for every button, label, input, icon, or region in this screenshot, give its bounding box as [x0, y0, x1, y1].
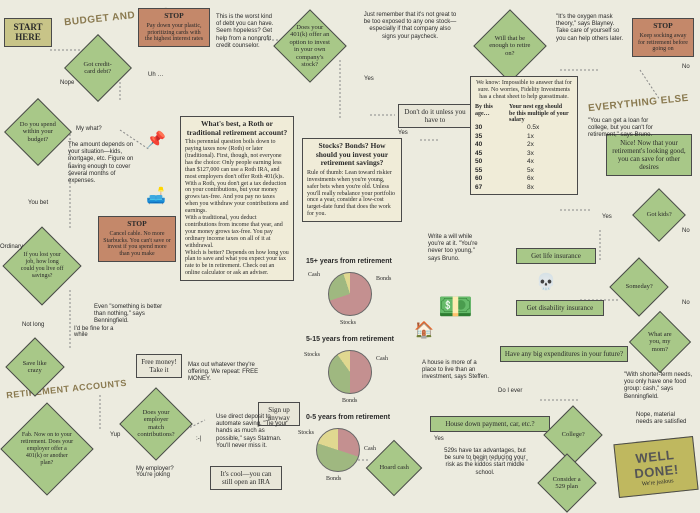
note-remember: Just remember that it's not great to be …: [362, 12, 458, 41]
lbl-smirk: :-|: [196, 436, 201, 442]
well-done: WELL DONE! We're jealous: [613, 436, 698, 498]
lbl-no3: No: [682, 300, 690, 306]
note-something: Even "something is better than nothing,"…: [94, 304, 170, 326]
q-college: College?: [543, 405, 602, 464]
everything-else-header: EVERYTHING ELSE: [588, 93, 690, 115]
lbl-nope: Nope: [60, 80, 74, 86]
open-ira: It's cool—you can still open an IRA: [210, 466, 282, 490]
lbl-doiever: Do I ever: [498, 388, 522, 394]
house-icon: 🏠: [414, 320, 434, 340]
lbl-yup: Yup: [110, 432, 120, 438]
pie5-title: 5-15 years from retirement: [306, 336, 394, 344]
lbl-yes3: Yes: [602, 214, 612, 220]
lbl-youbet: You bet: [28, 200, 48, 206]
lbl-fine: I'd be fine for a while: [74, 326, 114, 338]
lbl-yes2: Yes: [398, 130, 408, 136]
get-disability-insurance: Get disability insurance: [516, 300, 604, 316]
q-company-stock: Does your 401(k) offer an option to inve…: [273, 9, 347, 83]
free-money: Free money! Take it: [136, 354, 182, 378]
lbl-uh: Uh …: [148, 72, 163, 78]
lbl-mywhat: My what?: [76, 126, 102, 132]
q-house-car: House down payment, car, etc.?: [430, 416, 550, 432]
coffee-icon: 🛋️: [146, 186, 166, 206]
nestegg-box: We know: Impossible to answer that for s…: [470, 76, 578, 195]
age-table: 300.5x351x402x453x504x555x606x678x: [475, 124, 573, 191]
nice-box: Nice! Now that your retirement's looking…: [606, 134, 692, 176]
note-will: Write a will while you're at it. "You're…: [428, 234, 486, 263]
pie15-title: 15+ years from retirement: [306, 258, 392, 266]
lbl-no1: No: [682, 228, 690, 234]
note-loan: "You can get a loan for college, but you…: [588, 118, 654, 140]
q-401k: Fab. Now on to your retirement. Does you…: [0, 402, 93, 495]
note-houseinv: A house is more of a place to live than …: [422, 360, 490, 382]
note-worst-debt: This is the worst kind of debt you can h…: [216, 14, 276, 50]
note-529: 529s have tax advantages, but be sure to…: [442, 448, 528, 477]
lbl-yes5: Yes: [434, 436, 444, 442]
lbl-yes1: Yes: [364, 76, 374, 82]
lbl-yes4: Ordinary: [0, 244, 23, 250]
pie-0yr: [316, 428, 360, 472]
q-enough-retire: Will that be enough to retire on?: [473, 9, 547, 83]
q-mom: What are you, my mom?: [629, 311, 691, 373]
roth-box: What's best, a Roth or traditional retir…: [180, 116, 294, 281]
lbl-notlong: Not long: [22, 322, 44, 328]
note-shorter: "With shorter-term needs, you only have …: [624, 372, 694, 401]
q-budget: Do you spend within your budget?: [4, 98, 72, 166]
start-here: START HERE: [4, 18, 52, 47]
pie-5yr: [328, 350, 372, 394]
lbl-myemp: My employer? You're joking: [136, 466, 182, 478]
stocks-bonds-box: Stocks? Bonds? How should you invest you…: [302, 138, 402, 222]
pie0-title: 0-5 years from retirement: [306, 414, 390, 422]
note-amount: The amount depends on your situation—kid…: [68, 142, 140, 185]
lbl-no2: No: [682, 64, 690, 70]
note-oxygen: "It's the oxygen mask theory," says Blay…: [556, 14, 626, 43]
skull-icon: 💀: [536, 272, 556, 292]
q-kids: Got kids?: [632, 188, 686, 242]
dont-do-it: Don't do it unless you have to: [398, 104, 472, 128]
get-life-insurance: Get life insurance: [516, 248, 596, 264]
q-match: Does your employer match contributions?: [119, 387, 193, 461]
q-lostjob: If you lost your job, how long could you…: [2, 226, 81, 305]
money-icon: 💵: [438, 290, 473, 324]
pin-icon: 📌: [146, 130, 166, 150]
consider-529: Consider a 529 plan: [537, 453, 596, 512]
stop-cable: STOPCancel cable. No more Starbucks. You…: [98, 216, 176, 262]
note-maxout: Max out whatever they're offering. We re…: [188, 362, 278, 384]
note-nope-material: Nope, material needs are satisfied: [636, 412, 690, 426]
pie-15yr: [328, 272, 372, 316]
q-someday: Someday?: [609, 257, 668, 316]
q-credit-debt: Got credit-card debt?: [64, 34, 132, 102]
stop-plastic: STOPPay down your plastic, prioritizing …: [138, 8, 210, 47]
note-deposit: Use direct deposit to automate saving. "…: [216, 414, 290, 450]
stop-socking: STOPKeep socking away for retirement bef…: [632, 18, 694, 57]
q-expenditures: Have any big expenditures in your future…: [500, 346, 628, 362]
